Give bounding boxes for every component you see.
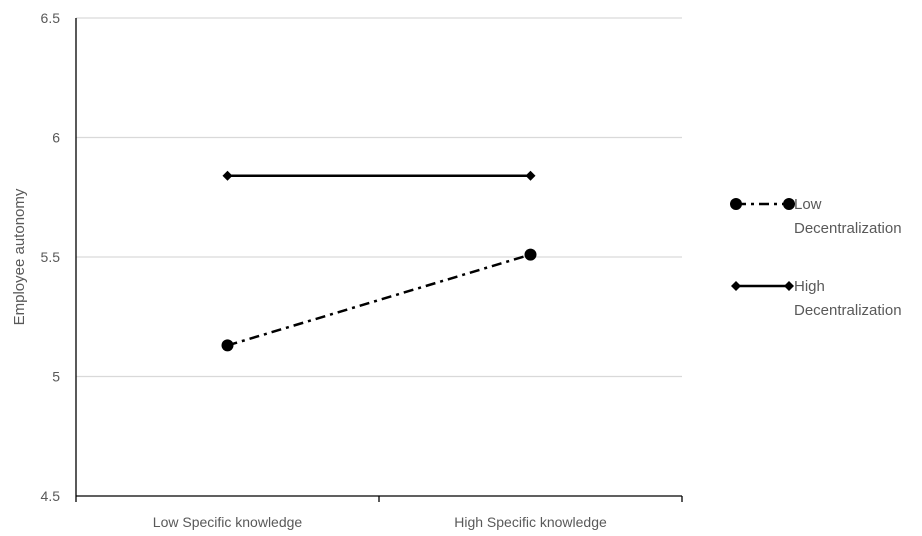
y-axis-title: Employee autonomy — [11, 188, 28, 325]
legend-label: Decentralization — [794, 220, 902, 237]
legend-label: Low — [794, 196, 822, 213]
data-point — [221, 339, 234, 352]
y-tick-label: 5 — [52, 369, 60, 385]
x-tick-label: Low Specific knowledge — [153, 514, 303, 530]
y-tick-label: 6 — [52, 130, 60, 146]
data-point — [524, 248, 537, 261]
data-point — [784, 281, 794, 291]
legend-entry: Low Decentralization — [730, 196, 902, 237]
data-point — [222, 170, 233, 181]
y-tick-label: 4.5 — [41, 488, 61, 504]
axes — [75, 18, 683, 502]
tick-labels: 4.5 5 5.5 6 6.5 Low Specific knowledge High Sp… — [41, 10, 607, 530]
series-1 — [222, 170, 536, 181]
x-tick-label: High Specific knowledge — [454, 514, 607, 530]
series-layer — [221, 170, 537, 352]
data-point — [730, 198, 742, 210]
gridlines — [76, 17, 682, 378]
series-line — [227, 253, 531, 347]
legend-label: Decentralization — [794, 302, 902, 319]
series-0 — [221, 248, 537, 352]
legend-label: High — [794, 278, 825, 295]
y-tick-label: 6.5 — [41, 10, 61, 26]
data-point — [525, 170, 536, 181]
legend: Low Decentralization High Decentralization — [730, 196, 902, 319]
data-point — [731, 281, 741, 291]
legend-entry: High Decentralization — [731, 278, 902, 319]
y-tick-label: 5.5 — [41, 249, 61, 265]
data-point — [783, 198, 795, 210]
